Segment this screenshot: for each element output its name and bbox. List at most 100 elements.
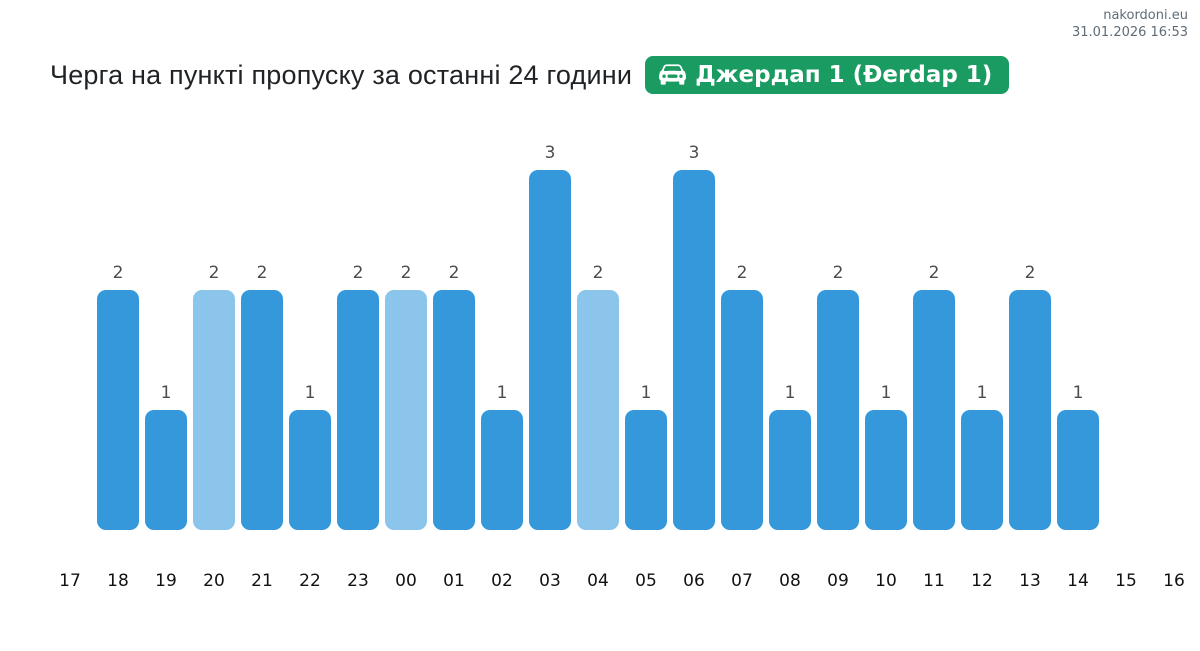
bar-column: 2 <box>238 170 286 530</box>
bar-04[interactable] <box>577 290 619 530</box>
x-axis-label: 15 <box>1115 571 1137 591</box>
bar-value-label: 2 <box>112 263 124 283</box>
bar-value-label: 2 <box>1024 263 1036 283</box>
bar-10[interactable] <box>865 410 907 530</box>
bar-column: 3 <box>670 143 718 530</box>
bar-value-label: 2 <box>400 263 412 283</box>
bar-column: 1 <box>286 170 334 530</box>
bar-column: 2 <box>574 170 622 530</box>
bar-value-label: 2 <box>736 263 748 283</box>
bar-column: 2 <box>718 170 766 530</box>
bar-23[interactable] <box>337 290 379 530</box>
x-axis-label: 10 <box>875 571 897 591</box>
x-axis-label: 20 <box>203 571 225 591</box>
bar-value-label: 1 <box>640 383 652 403</box>
x-axis-label: 06 <box>683 571 705 591</box>
bar-08[interactable] <box>769 410 811 530</box>
bar-column: 2 <box>1006 170 1054 530</box>
bar-value-label: 3 <box>688 143 700 163</box>
bar-column: 2 <box>814 170 862 530</box>
bar-column: 2 <box>190 170 238 530</box>
bar-09[interactable] <box>817 290 859 530</box>
x-axis-label: 19 <box>155 571 177 591</box>
bar-value-label: 2 <box>928 263 940 283</box>
bar-02[interactable] <box>481 410 523 530</box>
bar-value-label: 1 <box>976 383 988 403</box>
bar-value-label: 2 <box>448 263 460 283</box>
x-axis-label: 22 <box>299 571 321 591</box>
x-axis-label: 11 <box>923 571 945 591</box>
bar-value-label: 2 <box>352 263 364 283</box>
x-axis-label: 14 <box>1067 571 1089 591</box>
x-axis-label: 17 <box>59 571 81 591</box>
checkpoint-name: Джердап 1 (Đerdap 1) <box>695 61 993 88</box>
bar-22[interactable] <box>289 410 331 530</box>
page-title: Черга на пункті пропуску за останні 24 г… <box>50 59 633 90</box>
bar-value-label: 3 <box>544 143 556 163</box>
x-axis-label: 08 <box>779 571 801 591</box>
bar-column <box>1150 170 1198 530</box>
x-axis-label: 07 <box>731 571 753 591</box>
x-axis-label: 09 <box>827 571 849 591</box>
timestamp: 31.01.2026 16:53 <box>1071 24 1188 40</box>
x-axis-label: 18 <box>107 571 129 591</box>
checkpoint-badge[interactable]: Джердап 1 (Đerdap 1) <box>645 56 1010 94</box>
bar-column: 1 <box>1054 170 1102 530</box>
x-axis-label: 12 <box>971 571 993 591</box>
bar-value-label: 1 <box>496 383 508 403</box>
bar-column: 2 <box>94 170 142 530</box>
watermark: nakordoni.eu 31.01.2026 16:53 <box>1072 8 1188 42</box>
x-axis-label: 21 <box>251 571 273 591</box>
bar-value-label: 2 <box>592 263 604 283</box>
bar-14[interactable] <box>1057 410 1099 530</box>
plot-area: 2 1 2 2 1 2 2 2 1 3 2 1 3 2 1 2 1 2 1 2 1 <box>46 143 1198 530</box>
bar-21[interactable] <box>241 290 283 530</box>
bar-13[interactable] <box>1009 290 1051 530</box>
x-axis: 17 18 19 20 21 22 23 00 01 02 03 04 05 06 07 08 09 10 11 12… <box>46 570 1198 592</box>
bar-06[interactable] <box>673 170 715 530</box>
bar-column: 1 <box>862 170 910 530</box>
bar-value-label: 1 <box>784 383 796 403</box>
bar-value-label: 1 <box>160 383 172 403</box>
bar-value-label: 1 <box>304 383 316 403</box>
x-axis-label: 13 <box>1019 571 1041 591</box>
x-axis-label: 00 <box>395 571 417 591</box>
bar-column: 2 <box>334 170 382 530</box>
bar-column: 1 <box>622 170 670 530</box>
bar-column <box>46 170 94 530</box>
car-front-icon <box>659 61 687 88</box>
bar-05[interactable] <box>625 410 667 530</box>
bar-value-label: 2 <box>256 263 268 283</box>
site-name: nakordoni.eu <box>1103 8 1188 23</box>
bar-column: 2 <box>382 170 430 530</box>
bar-01[interactable] <box>433 290 475 530</box>
bar-11[interactable] <box>913 290 955 530</box>
x-axis-label: 16 <box>1163 571 1185 591</box>
x-axis-label: 23 <box>347 571 369 591</box>
x-axis-label: 03 <box>539 571 561 591</box>
x-axis-label: 02 <box>491 571 513 591</box>
x-axis-label: 01 <box>443 571 465 591</box>
bar-column: 2 <box>430 170 478 530</box>
bar-00[interactable] <box>385 290 427 530</box>
bar-column: 1 <box>142 170 190 530</box>
x-axis-label: 05 <box>635 571 657 591</box>
bar-column: 1 <box>478 170 526 530</box>
bar-value-label: 2 <box>208 263 220 283</box>
bar-18[interactable] <box>97 290 139 530</box>
bar-value-label: 2 <box>832 263 844 283</box>
bar-03[interactable] <box>529 170 571 530</box>
bar-20[interactable] <box>193 290 235 530</box>
bar-19[interactable] <box>145 410 187 530</box>
bar-column: 1 <box>958 170 1006 530</box>
bar-column: 3 <box>526 143 574 530</box>
bar-column: 2 <box>910 170 958 530</box>
bar-07[interactable] <box>721 290 763 530</box>
bar-value-label: 1 <box>1072 383 1084 403</box>
bar-value-label: 1 <box>880 383 892 403</box>
header: Черга на пункті пропуску за останні 24 г… <box>50 56 1180 94</box>
bar-12[interactable] <box>961 410 1003 530</box>
bar-column <box>1102 170 1150 530</box>
x-axis-label: 04 <box>587 571 609 591</box>
